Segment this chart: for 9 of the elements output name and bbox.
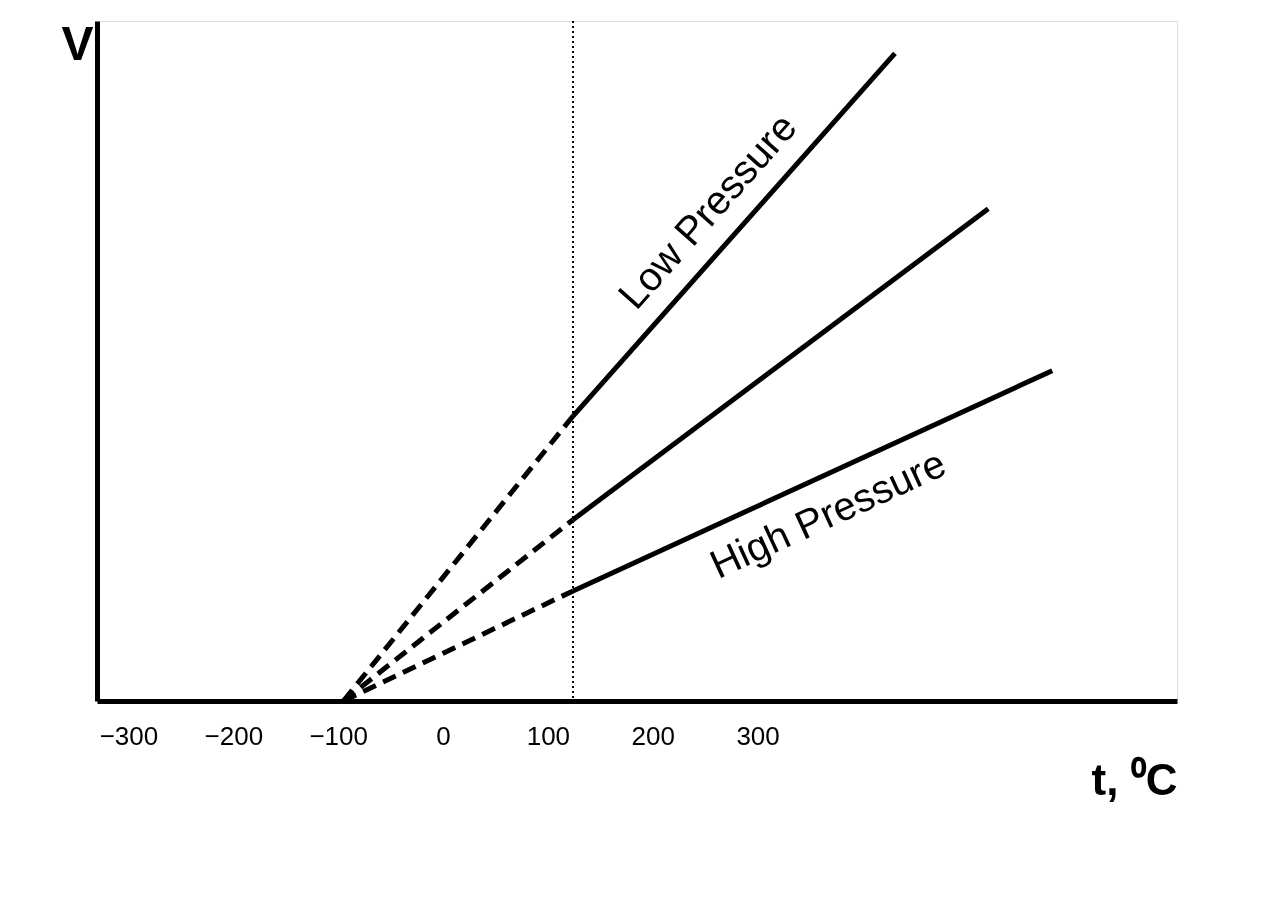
x-tick-label: 0: [436, 720, 451, 751]
x-tick-label: 200: [631, 720, 675, 751]
x-tick-label: −300: [99, 720, 159, 751]
x-tick-label: 300: [736, 720, 780, 751]
x-tick-label: 100: [526, 720, 571, 751]
x-axis-title: t, ⁰C: [1091, 754, 1178, 804]
x-tick-label: −200: [204, 720, 264, 751]
y-axis-title: V: [61, 16, 94, 70]
x-tick-label: −100: [309, 720, 368, 751]
